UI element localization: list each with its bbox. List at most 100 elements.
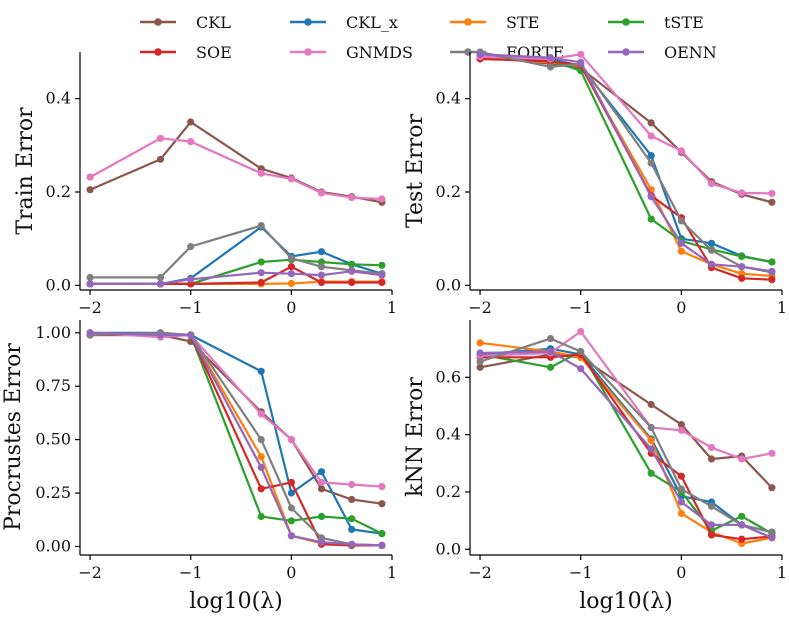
data-point bbox=[257, 278, 265, 287]
data-point bbox=[156, 280, 165, 288]
data-point bbox=[257, 269, 265, 277]
data-point bbox=[287, 254, 295, 262]
data-point bbox=[257, 453, 265, 461]
data-point bbox=[476, 50, 484, 58]
series-line-ckl-x bbox=[480, 347, 773, 534]
x-tick-label: −1 bbox=[569, 298, 593, 317]
data-point bbox=[647, 193, 655, 201]
legend-marker bbox=[622, 48, 630, 56]
data-point bbox=[546, 63, 555, 71]
data-point bbox=[768, 189, 776, 197]
data-point bbox=[738, 252, 746, 260]
legend-marker bbox=[154, 18, 162, 26]
x-tick-label: −1 bbox=[569, 563, 593, 582]
chart-panel-knn-error: −2 −1 0 1 0.0 0.2 0.4 0.6 kNN Error bbox=[403, 320, 787, 582]
series-line-tste bbox=[90, 258, 382, 285]
legend-label: CKL bbox=[196, 13, 231, 32]
x-tick-label: 1 bbox=[777, 563, 787, 582]
data-point bbox=[577, 58, 585, 66]
data-point bbox=[677, 217, 686, 225]
series-gnmds bbox=[86, 134, 386, 203]
legend-label: STE bbox=[506, 13, 539, 32]
y-tick-label: 0.2 bbox=[436, 182, 461, 201]
data-point bbox=[476, 358, 484, 366]
x-tick-label: −1 bbox=[179, 298, 203, 317]
series-line-tste bbox=[480, 55, 773, 264]
data-point bbox=[768, 198, 776, 206]
data-point bbox=[707, 521, 716, 529]
data-point bbox=[156, 331, 165, 339]
data-point bbox=[287, 489, 295, 497]
data-point bbox=[187, 138, 195, 146]
legend-item-tste: tSTE bbox=[608, 13, 704, 32]
data-point bbox=[768, 276, 776, 284]
legend-marker bbox=[622, 18, 630, 26]
x-axis-labels: log10(λ) log10(λ) bbox=[189, 589, 672, 614]
x-tick-label: 0 bbox=[286, 298, 296, 317]
y-tick-label: 0.0 bbox=[436, 539, 461, 558]
data-point bbox=[348, 267, 356, 275]
legend-label: GNMDS bbox=[346, 43, 413, 62]
series-gnmds bbox=[86, 329, 386, 491]
data-point bbox=[647, 469, 655, 477]
series-line-oenn bbox=[90, 270, 383, 285]
data-point bbox=[707, 260, 716, 268]
data-point bbox=[378, 195, 386, 203]
data-point bbox=[287, 263, 295, 271]
x-axis-label: log10(λ) bbox=[189, 589, 282, 614]
series-tste bbox=[476, 53, 776, 266]
x-tick-label: 0 bbox=[286, 563, 296, 582]
data-point bbox=[287, 175, 295, 183]
data-point bbox=[348, 278, 356, 287]
data-point bbox=[287, 436, 295, 444]
data-point bbox=[707, 455, 716, 463]
y-tick-label: 0.2 bbox=[46, 182, 71, 201]
legend-item-gnmds: GNMDS bbox=[290, 43, 413, 62]
x-tick-label: 0 bbox=[676, 298, 686, 317]
y-tick-label: 0.25 bbox=[35, 483, 71, 502]
series-ckl-x bbox=[476, 50, 776, 266]
series-line-ckl-x bbox=[480, 53, 773, 264]
data-point bbox=[738, 455, 746, 463]
data-point bbox=[86, 273, 94, 281]
data-point bbox=[348, 495, 356, 504]
data-point bbox=[707, 502, 716, 510]
data-point bbox=[476, 339, 484, 347]
series-line-oenn bbox=[90, 331, 382, 547]
series-line-tste bbox=[479, 350, 773, 535]
series-line-oenn bbox=[480, 53, 773, 273]
data-point bbox=[378, 483, 386, 491]
data-point bbox=[738, 274, 746, 282]
legend-item-ckl-x: CKL_x bbox=[290, 13, 398, 32]
data-point bbox=[546, 347, 555, 356]
y-axis-label: Train Error bbox=[13, 107, 38, 235]
data-point bbox=[647, 445, 655, 453]
data-point bbox=[86, 173, 94, 181]
data-point bbox=[257, 169, 265, 177]
legend-item-soe: SOE bbox=[140, 43, 232, 62]
data-point bbox=[317, 538, 326, 546]
series-ste bbox=[86, 329, 386, 550]
series-oenn bbox=[476, 50, 776, 275]
data-point bbox=[287, 270, 295, 278]
data-point bbox=[348, 525, 356, 534]
data-point bbox=[647, 119, 655, 127]
data-point bbox=[577, 365, 585, 373]
data-point bbox=[287, 478, 295, 486]
data-point bbox=[86, 280, 94, 288]
data-point bbox=[577, 327, 585, 336]
data-point bbox=[768, 484, 776, 492]
data-point bbox=[257, 436, 265, 444]
data-point bbox=[738, 521, 746, 529]
data-point bbox=[156, 155, 165, 163]
series-oenn bbox=[86, 267, 386, 288]
data-point bbox=[317, 512, 326, 521]
data-point bbox=[707, 180, 716, 188]
data-point bbox=[187, 331, 195, 339]
series-line-soe bbox=[90, 333, 382, 547]
series-line-ckl bbox=[479, 55, 773, 204]
series-line-forte bbox=[90, 224, 383, 279]
data-point bbox=[707, 239, 716, 247]
